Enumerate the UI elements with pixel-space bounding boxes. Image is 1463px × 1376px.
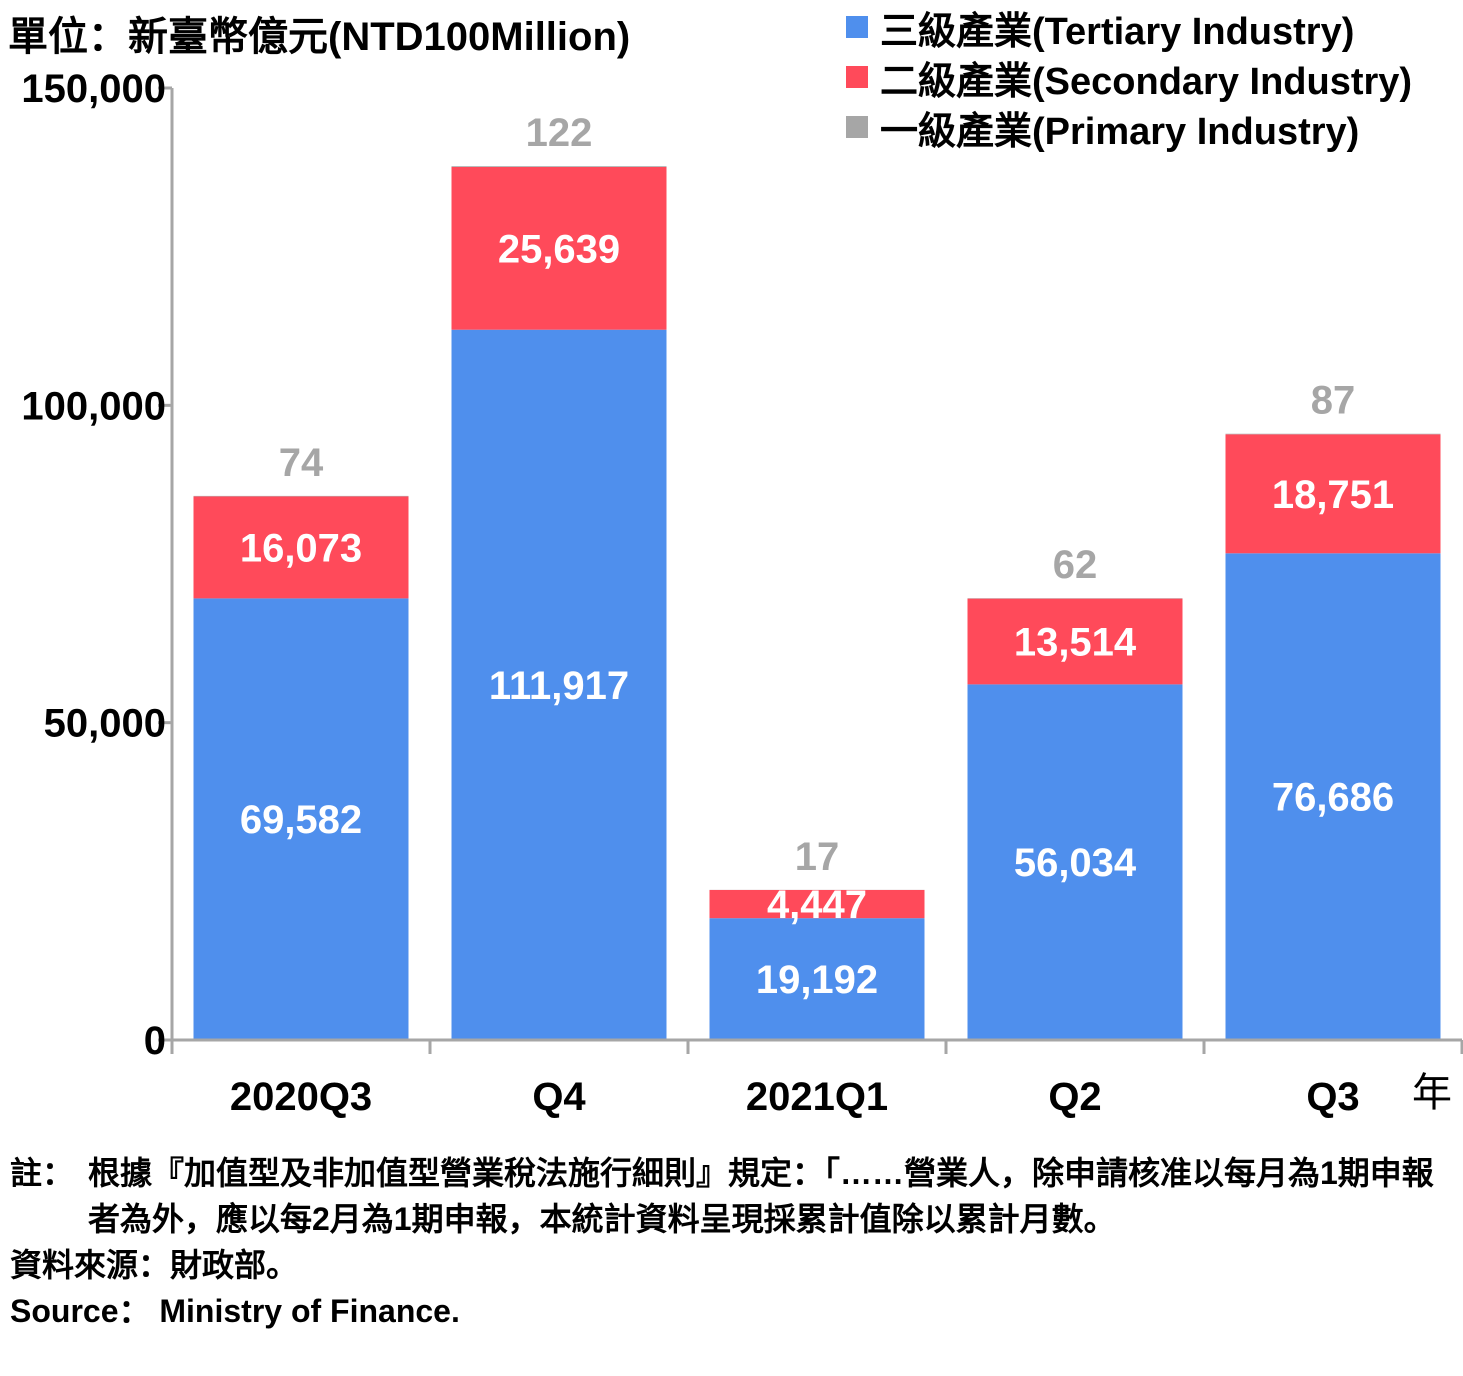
value-labels-group: 69,582 16,073 74 111,917 25,639 122 19,192 4,44… (240, 111, 1394, 1002)
legend-label-primary: 一級產業(Primary Industry) (880, 110, 1360, 153)
value-label-secondary: 13,514 (1014, 620, 1137, 664)
legend-swatch-primary (846, 116, 868, 138)
bar-tertiary (967, 684, 1183, 1040)
y-tick-label: 0 (144, 1019, 166, 1063)
value-label-primary: 87 (1311, 379, 1356, 423)
bar-tertiary (709, 918, 925, 1040)
value-label-primary: 74 (279, 441, 324, 485)
legend: 三級產業(Tertiary Industry) 二級產業(Secondary I… (846, 2, 1413, 153)
value-label-primary: 62 (1053, 543, 1098, 587)
bar-primary (1225, 433, 1441, 435)
legend-item-secondary: 二級產業(Secondary Industry) (846, 52, 1413, 103)
x-tick-label: Q4 (532, 1075, 586, 1119)
legend-label-secondary: 二級產業(Secondary Industry) (880, 60, 1413, 103)
value-label-tertiary: 76,686 (1272, 776, 1394, 820)
value-label-secondary: 25,639 (498, 227, 620, 271)
legend-item-tertiary: 三級產業(Tertiary Industry) (846, 2, 1412, 53)
bar-secondary (451, 166, 667, 330)
note-text: 根據『加值型及非加值型營業稅法施行細則』規定：「……營業人，除申請核准以每月為1… (88, 1155, 1434, 1237)
bar-secondary (967, 598, 1183, 685)
legend-item-primary: 一級產業(Primary Industry) (846, 102, 1412, 153)
legend-swatch-secondary (846, 66, 868, 88)
value-label-tertiary: 19,192 (756, 958, 878, 1002)
bar-tertiary (451, 329, 667, 1041)
bar-primary (451, 166, 667, 167)
value-label-primary: 17 (795, 835, 840, 879)
bar-secondary (709, 889, 925, 919)
value-label-secondary: 16,073 (240, 526, 362, 570)
x-tick-label: 2020Q3 (230, 1075, 372, 1119)
bar-secondary (193, 496, 409, 599)
notes: 註： 根據『加值型及非加值型營業稅法施行細則』規定：「……營業人，除申請核准以每… (10, 1150, 1455, 1334)
bar-tertiary (1225, 553, 1441, 1040)
value-label-primary: 122 (526, 111, 593, 155)
x-axis-year-label: 年 (1412, 1071, 1452, 1115)
y-tick-label: 150,000 (21, 67, 166, 111)
x-tick-label: Q2 (1048, 1075, 1101, 1119)
value-label-secondary: 18,751 (1272, 473, 1394, 517)
value-label-secondary: 4,447 (767, 883, 867, 927)
value-label-tertiary: 111,917 (489, 664, 629, 708)
stacked-bar-chart: 69,582 16,073 74 111,917 25,639 122 19,192 4,44… (21, 67, 1463, 1119)
bar-tertiary (193, 598, 409, 1040)
x-tick-label: 2021Q1 (746, 1075, 888, 1119)
source-zh: 資料來源：財政部。 (10, 1247, 299, 1283)
bars-group (193, 166, 1441, 1041)
x-tick-label: Q3 (1306, 1075, 1359, 1119)
legend-label-tertiary: 三級產業(Tertiary Industry) (880, 10, 1355, 53)
bar-secondary (1225, 434, 1441, 554)
axes-group: 0 50,000 100,000 150,000 2020Q3 Q4 2021Q1 Q2 Q3 年 (21, 67, 1463, 1119)
unit-label: 單位：新臺幣億元(NTD100Million) (8, 15, 631, 59)
note-row: 註： 根據『加值型及非加值型營業稅法施行細則』規定：「……營業人，除申請核准以每… (10, 1150, 1455, 1242)
value-label-tertiary: 69,582 (240, 798, 362, 842)
source-en: Source： Ministry of Finance. (10, 1293, 460, 1329)
legend-swatch-tertiary (846, 16, 868, 38)
y-tick-label: 50,000 (44, 702, 166, 746)
y-tick-label: 100,000 (21, 384, 166, 428)
note-label: 註： (10, 1155, 75, 1191)
value-label-tertiary: 56,034 (1014, 841, 1137, 885)
